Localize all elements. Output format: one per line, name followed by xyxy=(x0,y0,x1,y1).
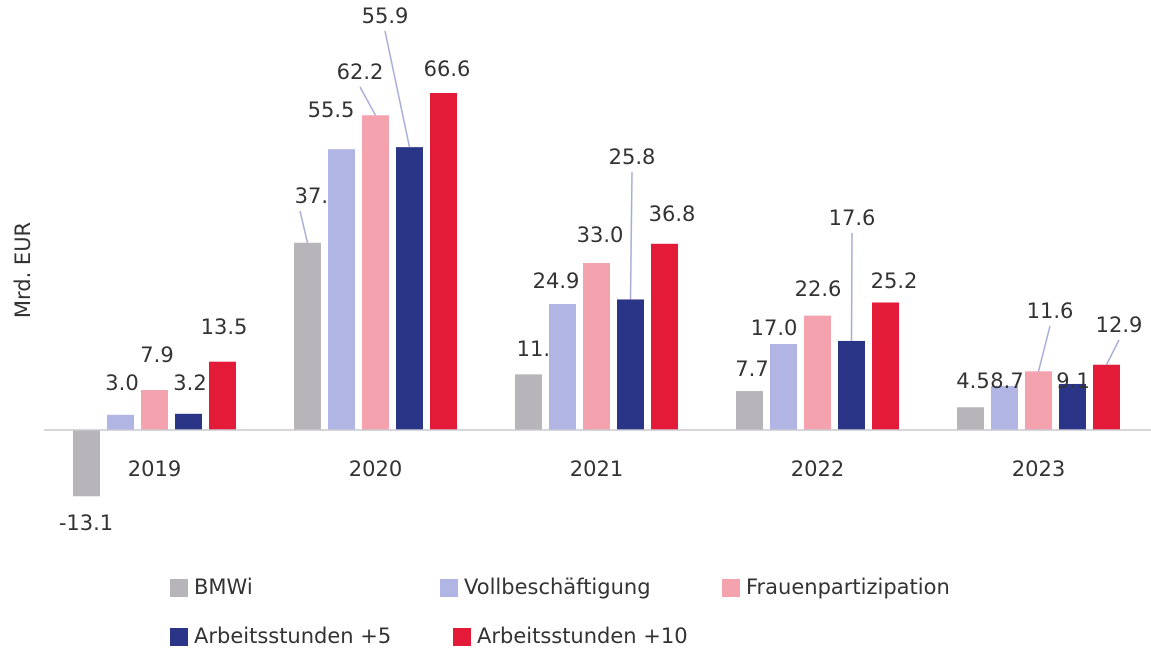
bar xyxy=(838,340,865,430)
bar xyxy=(804,315,831,430)
x-tick-label: 2021 xyxy=(570,457,623,481)
data-label: 3.2 xyxy=(173,371,206,395)
data-label: 24.9 xyxy=(533,269,580,293)
bar xyxy=(73,430,100,497)
legend-swatch xyxy=(722,579,740,597)
leader-line xyxy=(359,86,377,116)
legend-label: Frauenpartizipation xyxy=(746,575,950,599)
bar xyxy=(583,263,610,430)
data-label: 66.6 xyxy=(424,57,471,81)
data-label: 36.8 xyxy=(649,202,696,226)
data-label: 55.9 xyxy=(362,4,409,28)
data-label: 33.0 xyxy=(577,223,624,247)
x-tick-label: 2022 xyxy=(791,457,844,481)
data-label: 13.5 xyxy=(201,315,248,339)
x-tick-label: 2019 xyxy=(128,457,181,481)
legend-swatch xyxy=(453,628,471,646)
bar xyxy=(209,361,236,430)
bar xyxy=(651,243,678,430)
leader-line xyxy=(1037,325,1051,372)
bar xyxy=(1093,364,1120,430)
bar xyxy=(1025,371,1052,430)
bar xyxy=(1059,383,1086,430)
data-label: 3.0 xyxy=(105,371,138,395)
bar xyxy=(872,302,899,430)
bar xyxy=(991,385,1018,430)
data-label: 55.5 xyxy=(308,98,355,122)
legend-label: Arbeitsstunden +5 xyxy=(194,624,391,648)
legend-swatch xyxy=(170,628,188,646)
data-label: 9.1 xyxy=(1056,369,1089,393)
legend-label: BMWi xyxy=(194,575,253,599)
data-label: 25.8 xyxy=(609,145,656,169)
bar xyxy=(549,304,576,430)
data-label: 12.9 xyxy=(1096,313,1143,337)
data-label: 7.9 xyxy=(140,343,173,367)
leader-line xyxy=(1105,339,1120,366)
data-label: 25.2 xyxy=(871,269,918,293)
legend-swatch xyxy=(440,579,458,597)
leader-line xyxy=(299,210,309,243)
bar xyxy=(430,93,457,430)
data-label: 22.6 xyxy=(795,277,842,301)
bar xyxy=(107,414,134,430)
data-label: 7.7 xyxy=(735,357,768,381)
data-label: 11.6 xyxy=(1027,299,1074,323)
bar xyxy=(736,391,763,430)
legend-swatch xyxy=(170,579,188,597)
data-label: 8.7 xyxy=(990,369,1023,393)
data-label: 17.0 xyxy=(751,316,798,340)
bar xyxy=(362,115,389,430)
bar xyxy=(957,407,984,430)
data-label: 4.5 xyxy=(956,369,989,393)
bar xyxy=(617,299,644,430)
x-tick-label: 2020 xyxy=(349,457,402,481)
leader-line xyxy=(384,30,411,148)
data-label: 62.2 xyxy=(337,60,384,84)
data-label: -13.1 xyxy=(59,511,113,535)
bar xyxy=(294,242,321,430)
legend-label: Vollbeschäftigung xyxy=(464,575,651,599)
data-label: 17.6 xyxy=(829,206,876,230)
x-tick-label: 2023 xyxy=(1012,457,1065,481)
bar xyxy=(175,413,202,430)
y-axis-label: Mrd. EUR xyxy=(11,222,35,318)
bar xyxy=(328,149,355,431)
bar xyxy=(141,390,168,430)
bar xyxy=(396,147,423,430)
legend-label: Arbeitsstunden +10 xyxy=(477,624,688,648)
leader-line xyxy=(850,232,853,341)
bar xyxy=(770,343,797,430)
bar xyxy=(515,374,542,430)
leader-line xyxy=(629,171,633,300)
